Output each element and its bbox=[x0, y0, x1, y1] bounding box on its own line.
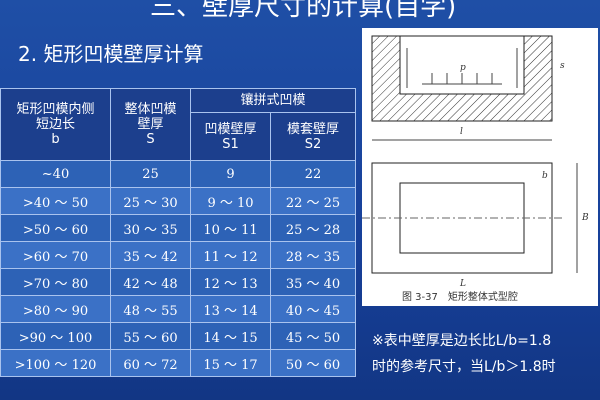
note: ※表中壁厚是边长比L/b=1.8 时的参考尺寸，当L/b＞1.8时 bbox=[372, 328, 556, 380]
table-row: >40 ～ 50 25 ～ 30 9 ～ 10 22 ～ 25 bbox=[0, 187, 356, 215]
header-line: 整体凹模 bbox=[124, 102, 177, 117]
header-cell: 模套壁厚 S2 bbox=[270, 112, 356, 161]
figure: p s l b B L 图 3-37 矩形整体式型腔 bbox=[362, 28, 598, 306]
table-cell: 42 ～ 48 bbox=[110, 268, 191, 296]
header-line: S1 bbox=[222, 136, 239, 152]
table-cell: 55 ～ 60 bbox=[110, 322, 191, 350]
label: s bbox=[560, 61, 565, 71]
table-row: >60 ～ 70 35 ～ 42 11 ～ 12 28 ～ 35 bbox=[0, 241, 356, 269]
table-cell: 35 ～ 42 bbox=[110, 241, 191, 269]
table-cell: 9 ～ 10 bbox=[190, 187, 271, 215]
header-line: 短边长 bbox=[35, 117, 75, 132]
pressure-arrows bbox=[406, 48, 518, 88]
table-cell: 22 bbox=[270, 160, 356, 188]
table-cell: 25 ～ 30 bbox=[110, 187, 191, 215]
header-line: S bbox=[146, 132, 155, 147]
table-cell: 14 ～ 15 bbox=[190, 322, 271, 350]
note-line: 时的参考尺寸，当L/b＞1.8时 bbox=[372, 359, 556, 375]
slide-title: 三、壁厚尺寸的计算(自学) bbox=[150, 0, 457, 22]
table-cell: 10 ～ 11 bbox=[190, 214, 271, 242]
header-cell: 整体凹模 壁厚 S bbox=[110, 88, 191, 161]
table-row: >80 ～ 90 48 ～ 55 13 ～ 14 40 ～ 45 bbox=[0, 295, 356, 323]
header-cell: 凹模壁厚 S1 bbox=[190, 112, 271, 161]
table-cell: 48 ～ 55 bbox=[110, 295, 191, 323]
table-cell: >100 ～ 120 bbox=[0, 349, 111, 377]
figure-caption: 图 3-37 矩形整体式型腔 bbox=[402, 290, 518, 303]
table-cell: 28 ～ 35 bbox=[270, 241, 356, 269]
header-line: 模套壁厚 bbox=[286, 121, 339, 137]
table-row: >100 ～ 120 60 ～ 72 15 ～ 17 50 ～ 60 bbox=[0, 349, 356, 377]
table-cell: 11 ～ 12 bbox=[190, 241, 271, 269]
note-line: ※表中壁厚是边长比L/b=1.8 bbox=[372, 333, 552, 349]
table-cell: >40 ～ 50 bbox=[0, 187, 111, 215]
header-line: 壁厚 bbox=[137, 117, 164, 132]
table-row: ~40 25 9 22 bbox=[0, 160, 356, 188]
label: B bbox=[581, 213, 589, 223]
header-line: 矩形凹模内侧 bbox=[16, 102, 95, 117]
table-cell: 45 ～ 50 bbox=[270, 322, 356, 350]
table-row: >50 ～ 60 30 ～ 35 10 ～ 11 25 ～ 28 bbox=[0, 214, 356, 242]
table-cell: 25 ～ 28 bbox=[270, 214, 356, 242]
table-row: >90 ～ 100 55 ～ 60 14 ～ 15 45 ～ 50 bbox=[0, 322, 356, 350]
table-cell: 30 ～ 35 bbox=[110, 214, 191, 242]
table-row: >70 ～ 80 42 ～ 48 12 ～ 13 35 ～ 40 bbox=[0, 268, 356, 296]
table-cell: 35 ～ 40 bbox=[270, 268, 356, 296]
label: p bbox=[460, 63, 466, 73]
label: b bbox=[542, 171, 548, 181]
table-cell: 9 bbox=[190, 160, 271, 188]
diagram: p s l b B L 图 3-37 矩形整体式型腔 bbox=[362, 35, 589, 303]
table-cell: 15 ～ 17 bbox=[190, 349, 271, 377]
header-line: S2 bbox=[304, 136, 322, 152]
table-cell: 40 ～ 45 bbox=[270, 295, 356, 323]
table-cell: >60 ～ 70 bbox=[0, 241, 111, 269]
label: L bbox=[459, 279, 466, 289]
wall-thickness-table: 矩形凹模内侧 短边长 b 整体凹模 壁厚 S 镶拼式凹模 凹模壁厚 S1 模套壁厚 S2 ~… bbox=[0, 88, 356, 377]
table-cell: 25 bbox=[110, 160, 191, 188]
header-cell: 矩形凹模内侧 短边长 b bbox=[0, 88, 111, 161]
table-cell: >90 ～ 100 bbox=[0, 322, 111, 350]
plan-outer bbox=[371, 162, 553, 274]
table-cell: >50 ～ 60 bbox=[0, 214, 111, 242]
table-cell: 60 ～ 72 bbox=[110, 349, 191, 377]
table-cell: >70 ～ 80 bbox=[0, 268, 111, 296]
table-cell: 12 ～ 13 bbox=[190, 268, 271, 296]
table-cell: 50 ～ 60 bbox=[270, 349, 356, 377]
header-line: 凹模壁厚 bbox=[204, 121, 257, 137]
header-line: b bbox=[51, 132, 60, 147]
label: l bbox=[460, 127, 463, 137]
table-cell: ~40 bbox=[0, 160, 111, 188]
header-group: 镶拼式凹模 bbox=[190, 88, 356, 113]
table-cell: 13 ～ 14 bbox=[190, 295, 271, 323]
table-cell: >80 ～ 90 bbox=[0, 295, 111, 323]
heading: 2. 矩形凹模壁厚计算 bbox=[18, 42, 204, 66]
table-cell: 22 ～ 25 bbox=[270, 187, 356, 215]
